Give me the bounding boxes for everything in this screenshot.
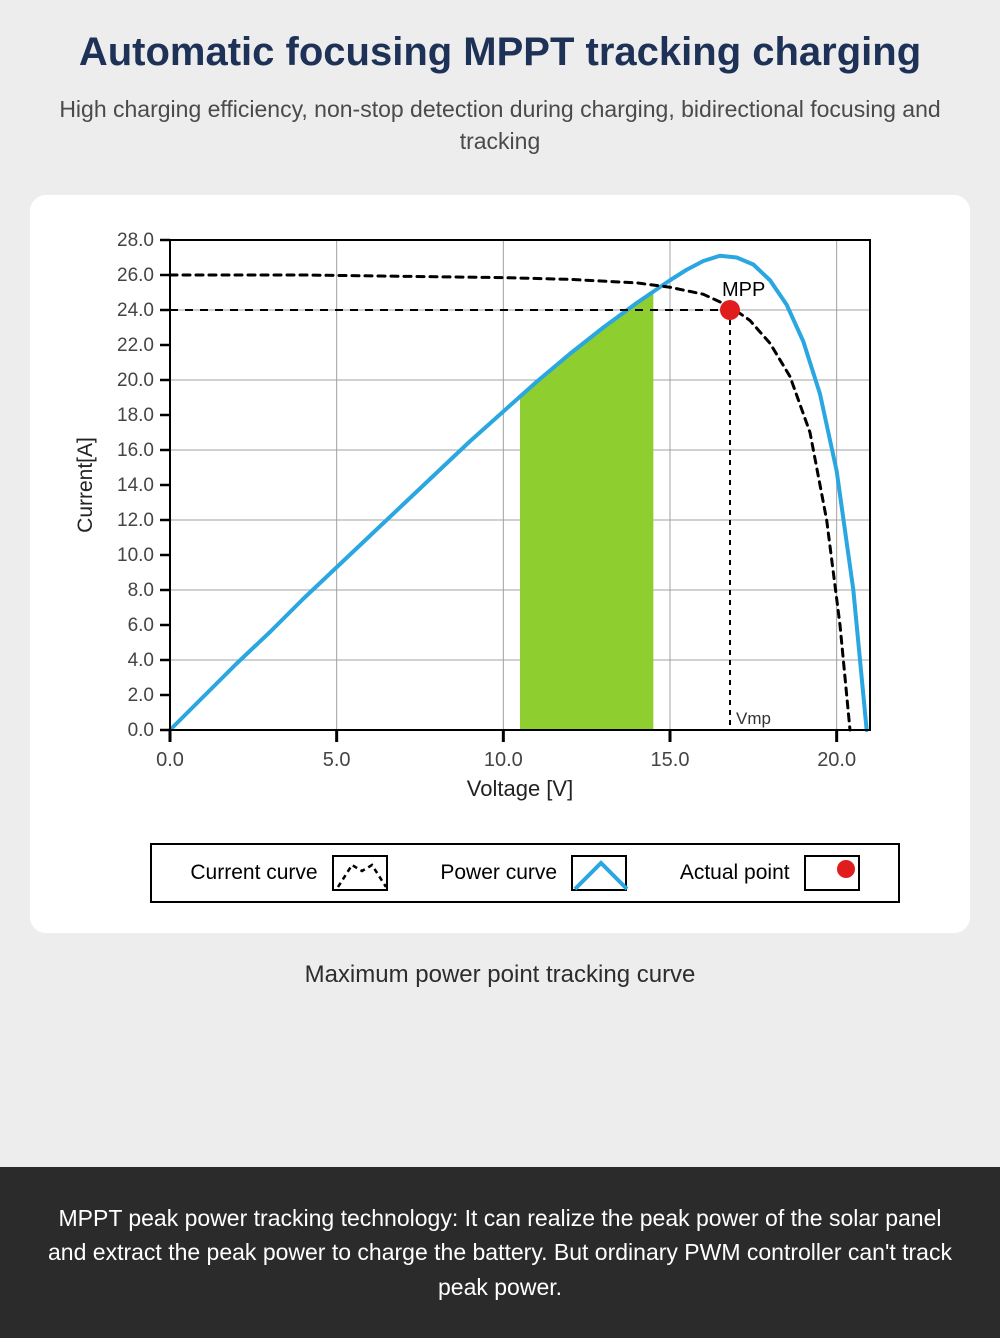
chart-caption: Maximum power point tracking curve: [0, 961, 1000, 989]
svg-text:8.0: 8.0: [128, 580, 154, 601]
svg-text:Voltage [V]: Voltage [V]: [467, 776, 573, 801]
svg-text:26.0: 26.0: [117, 265, 154, 286]
svg-text:Vmp: Vmp: [736, 709, 771, 728]
svg-text:15.0: 15.0: [651, 749, 690, 771]
svg-text:20.0: 20.0: [817, 749, 856, 771]
svg-text:0.0: 0.0: [128, 720, 154, 741]
svg-text:24.0: 24.0: [117, 300, 154, 321]
mppt-chart: Vmp MPP 0.0 2.0 4.0 6.0 8.0 10.0 12.0 14.0 16.0 18.…: [60, 220, 940, 825]
svg-text:20.0: 20.0: [117, 370, 154, 391]
legend-swatch-dot: [804, 855, 860, 891]
legend-actual-point: Actual point: [680, 855, 860, 891]
svg-text:MPP: MPP: [722, 279, 765, 301]
svg-text:10.0: 10.0: [117, 545, 154, 566]
svg-text:14.0: 14.0: [117, 475, 154, 496]
footer-note: MPPT peak power tracking technology: It …: [0, 1167, 1000, 1338]
svg-text:5.0: 5.0: [323, 749, 351, 771]
legend-swatch-solid: [571, 855, 627, 891]
svg-text:Current[A]: Current[A]: [74, 438, 97, 534]
svg-text:22.0: 22.0: [117, 335, 154, 356]
legend-label: Actual point: [680, 861, 790, 885]
svg-text:18.0: 18.0: [117, 405, 154, 426]
legend-label: Power curve: [440, 861, 557, 885]
chart-card: Vmp MPP 0.0 2.0 4.0 6.0 8.0 10.0 12.0 14.0 16.0 18.…: [30, 195, 970, 933]
svg-text:16.0: 16.0: [117, 440, 154, 461]
legend-label: Current curve: [190, 861, 317, 885]
svg-text:12.0: 12.0: [117, 510, 154, 531]
svg-text:2.0: 2.0: [128, 685, 154, 706]
legend-current-curve: Current curve: [190, 855, 387, 891]
page-subtitle: High charging efficiency, non-stop detec…: [40, 93, 960, 157]
header: Automatic focusing MPPT tracking chargin…: [0, 0, 1000, 177]
legend-power-curve: Power curve: [440, 855, 627, 891]
legend-swatch-dashed: [332, 855, 388, 891]
svg-text:28.0: 28.0: [117, 230, 154, 251]
page-title: Automatic focusing MPPT tracking chargin…: [40, 30, 960, 75]
svg-text:4.0: 4.0: [128, 650, 154, 671]
svg-text:6.0: 6.0: [128, 615, 154, 636]
svg-text:10.0: 10.0: [484, 749, 523, 771]
svg-text:0.0: 0.0: [156, 749, 184, 771]
chart-legend: Current curve Power curve Actual point: [150, 843, 900, 903]
